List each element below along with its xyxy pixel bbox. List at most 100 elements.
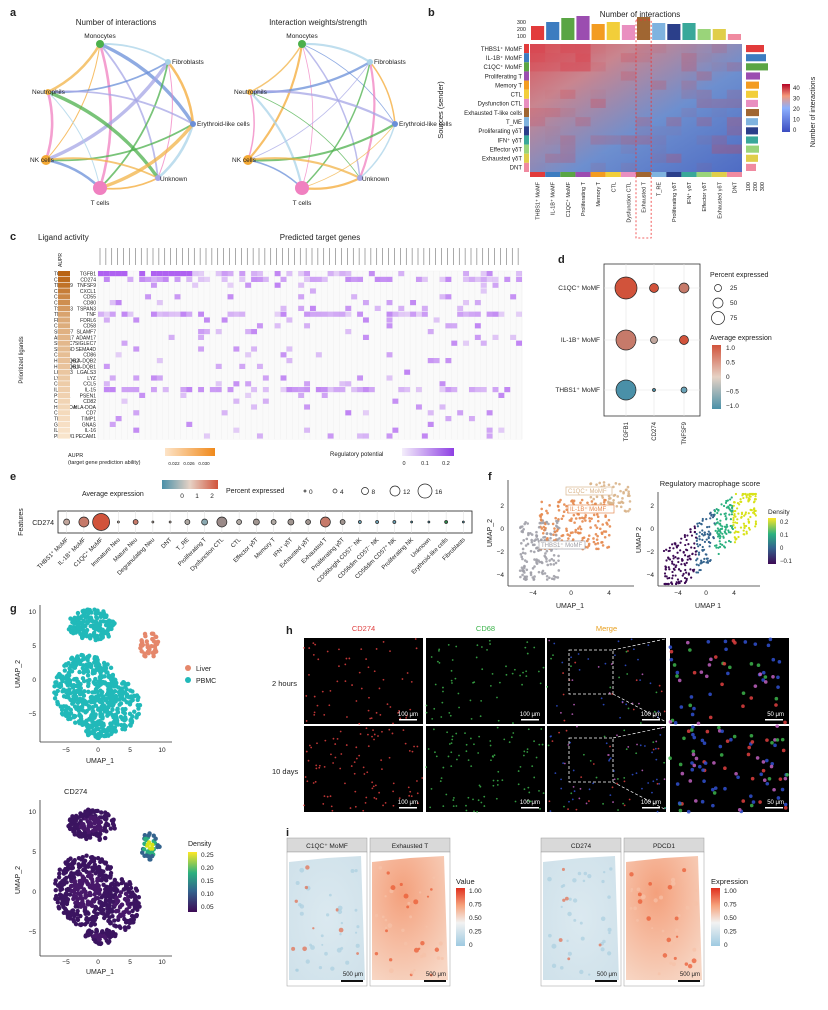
color-legend-title: Average expression [710, 335, 772, 342]
micrograph-spot [575, 808, 578, 811]
umap-point [540, 507, 544, 511]
micrograph-spot [749, 733, 754, 738]
micrograph-spot [712, 761, 716, 765]
heatmap-cell [545, 135, 560, 144]
umap-point [101, 609, 106, 614]
micrograph-spot [489, 643, 491, 645]
legend-swatch [185, 665, 191, 671]
score-point [732, 501, 736, 504]
umap-point [88, 916, 93, 921]
umap-point [146, 651, 151, 656]
tissue-spot [579, 969, 584, 975]
regulatory-cell [156, 375, 163, 381]
umap-point [96, 886, 101, 891]
score-point [690, 576, 693, 579]
micrograph-spot [427, 748, 430, 750]
regulatory-cell [398, 305, 405, 311]
micrograph-spot [303, 804, 305, 807]
umap-point [626, 485, 630, 489]
umap-point [544, 552, 547, 555]
umap-point [60, 689, 65, 694]
ligand-label: ADAM17 [76, 335, 96, 341]
micrograph-spot [548, 639, 551, 642]
micrograph [547, 726, 666, 812]
umap-point [624, 510, 628, 513]
umap-point [85, 732, 91, 738]
e-dot [63, 518, 70, 526]
micrograph-spot [447, 755, 450, 758]
umap-point [77, 721, 82, 726]
umap-point [98, 636, 103, 642]
umap-point [151, 653, 156, 659]
umap-point [63, 861, 69, 866]
network-node-label: Erythroid-like cells [399, 121, 452, 128]
umap-point [108, 686, 113, 691]
regulatory-cell [168, 334, 175, 340]
heatmap-row-label: IFN⁺ γδT [497, 137, 522, 144]
micrograph-spot [373, 733, 376, 736]
right-bar [746, 81, 759, 89]
network-node-label: Erythroid-like cells [197, 121, 250, 128]
micrograph-spot [448, 743, 451, 745]
micrograph-spot [447, 644, 450, 646]
regulatory-cell [198, 387, 204, 393]
tissue-spot [674, 916, 679, 921]
micrograph-spot [442, 766, 445, 769]
y-tick: 2 [500, 503, 504, 510]
tile-legend-tick: 0.50 [469, 915, 482, 922]
score-point [701, 545, 704, 549]
umap-point [81, 877, 86, 882]
heatmap-y-title: Sources (sender) [436, 81, 445, 139]
score-point [680, 537, 683, 540]
umap-point [600, 541, 603, 544]
aupr-cell [58, 363, 70, 369]
umap-point [545, 575, 549, 578]
regulatory-cell [98, 271, 104, 277]
umap-point [143, 654, 148, 659]
micrograph-spot [371, 787, 374, 790]
score-point [716, 527, 719, 530]
heatmap-cell [651, 44, 667, 54]
umap-point [117, 693, 123, 698]
regulatory-cell [127, 311, 134, 317]
micrograph-spot [519, 674, 522, 677]
umap-point [540, 521, 543, 525]
tissue-spot [413, 968, 416, 972]
regulatory-cell [115, 271, 122, 277]
micrograph-spot [759, 772, 764, 777]
e-dot [392, 520, 397, 524]
micrograph-spot [549, 735, 552, 738]
score-point [668, 546, 671, 550]
micrograph-spot [549, 810, 552, 813]
score-point [716, 521, 719, 524]
umap-point [69, 826, 74, 831]
score-point [664, 582, 667, 586]
aupr-cell [58, 340, 70, 346]
micrograph-spot [445, 793, 448, 796]
micrograph-spot [605, 742, 608, 745]
micrograph-spot [480, 646, 483, 648]
tissue-spot [579, 921, 583, 925]
umap-point [98, 614, 104, 619]
umap-point [104, 730, 109, 736]
umap-point [81, 627, 86, 633]
score-point [667, 556, 670, 559]
umap-point [87, 884, 93, 890]
micrograph-spot [307, 759, 310, 762]
micrograph-spot [613, 770, 615, 772]
micrograph-spot [367, 709, 370, 712]
umap-point [549, 533, 553, 536]
umap-point [84, 853, 89, 858]
umap-point [102, 901, 107, 907]
aupr-cell [58, 294, 70, 300]
umap-point [145, 842, 150, 847]
micrograph-spot [362, 809, 365, 812]
regulatory-cell [174, 311, 181, 317]
score-point [754, 514, 757, 517]
micrograph-spot [458, 706, 460, 709]
micrograph-spot [589, 759, 592, 762]
tissue-spot [328, 893, 332, 897]
score-point [749, 515, 752, 519]
score-point [679, 541, 682, 544]
micrograph-spot [772, 787, 776, 792]
